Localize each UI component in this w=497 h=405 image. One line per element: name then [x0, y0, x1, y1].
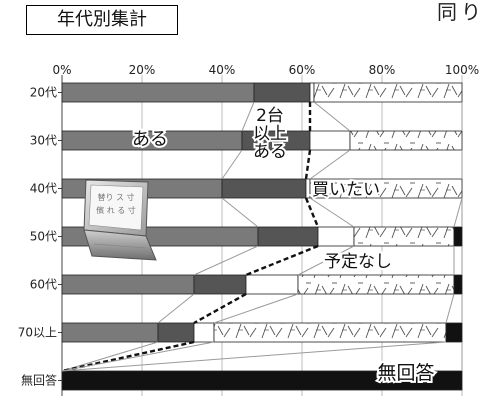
bar-segment	[193, 274, 247, 295]
laptop-base	[83, 229, 157, 261]
annotation-label: 買いたい	[312, 180, 380, 200]
bar-segment	[317, 226, 355, 247]
connector-line	[304, 149, 312, 180]
category-label: 40代	[30, 182, 57, 196]
connector-line	[213, 293, 299, 324]
annotation-line: 買いたい	[312, 180, 380, 200]
annotation-line: 予定なし	[324, 252, 392, 272]
bar-segment	[221, 178, 307, 199]
connector-line	[61, 341, 447, 372]
laptop-screen-text: 儐 れ る 寸	[96, 205, 136, 215]
chart-title: 年代別集計	[26, 5, 178, 35]
connector-line	[241, 101, 255, 132]
connector-line	[445, 293, 455, 324]
bar-segment	[313, 82, 463, 103]
connector-line	[313, 101, 351, 132]
connector-line	[309, 197, 355, 228]
bar-segment	[349, 130, 463, 151]
connector-line	[193, 292, 247, 325]
bar-segment	[445, 322, 463, 343]
annotation-line: 無回答	[377, 362, 434, 384]
annotation-label: ある	[132, 129, 168, 150]
annotation-line: ある	[253, 142, 287, 162]
bar-segment	[61, 274, 195, 295]
category-label: 無回答	[21, 373, 57, 388]
connector-line	[61, 341, 159, 372]
bar-segment	[257, 226, 319, 247]
connector-line	[157, 293, 195, 324]
connector-line	[453, 197, 463, 228]
connector-line	[193, 245, 259, 276]
category-label: 50代	[30, 230, 57, 244]
x-tick-label: 40%	[209, 63, 236, 77]
connector-line	[309, 149, 351, 180]
bar-segment	[245, 274, 299, 295]
bar-segment	[309, 178, 463, 199]
bar-segment	[157, 322, 195, 343]
x-tick-label: 0%	[52, 63, 71, 77]
connector-line	[297, 245, 355, 276]
category-label: 70以上	[18, 326, 57, 340]
x-tick-label: 80%	[369, 63, 396, 77]
category-label: 60代	[30, 278, 57, 292]
connector-line	[221, 149, 243, 180]
bar-segment	[61, 322, 159, 343]
connector-line	[245, 244, 319, 277]
x-tick-label: 100%	[445, 63, 479, 77]
annotation-label: 予定なし	[324, 252, 392, 272]
bar-segment	[453, 226, 463, 247]
bar-segment	[305, 178, 311, 199]
bar-segment	[309, 130, 351, 151]
connector-line	[61, 341, 215, 372]
bar-segment	[213, 322, 447, 343]
laptop-keys	[93, 243, 147, 249]
connector-line	[304, 197, 320, 228]
bar-segment	[353, 226, 455, 247]
annotation-label: 2台以上ある	[253, 106, 287, 162]
annotation-line: 以上	[253, 124, 287, 144]
corner-text: 同り	[437, 0, 485, 24]
annotation-line: 2台	[256, 106, 284, 126]
bar-segment	[193, 322, 215, 343]
x-tick-label: 60%	[289, 63, 316, 77]
annotation-line: ある	[132, 129, 168, 150]
connector-line	[61, 340, 195, 373]
bar-segment	[453, 274, 463, 295]
category-label: 30代	[30, 134, 57, 148]
connector-line	[221, 197, 259, 228]
category-label: 20代	[30, 86, 57, 100]
bar-segment	[61, 82, 255, 103]
laptop-screen-text: 替り ス 寸	[97, 192, 134, 202]
bar-segment	[61, 370, 463, 391]
bar-segment	[309, 82, 315, 103]
bar-segment	[253, 82, 311, 103]
laptop-keys	[95, 249, 150, 255]
x-tick-label: 20%	[129, 63, 156, 77]
bar-segment	[297, 274, 455, 295]
laptop-screen	[88, 184, 144, 231]
annotation-label: 無回答	[377, 362, 434, 384]
